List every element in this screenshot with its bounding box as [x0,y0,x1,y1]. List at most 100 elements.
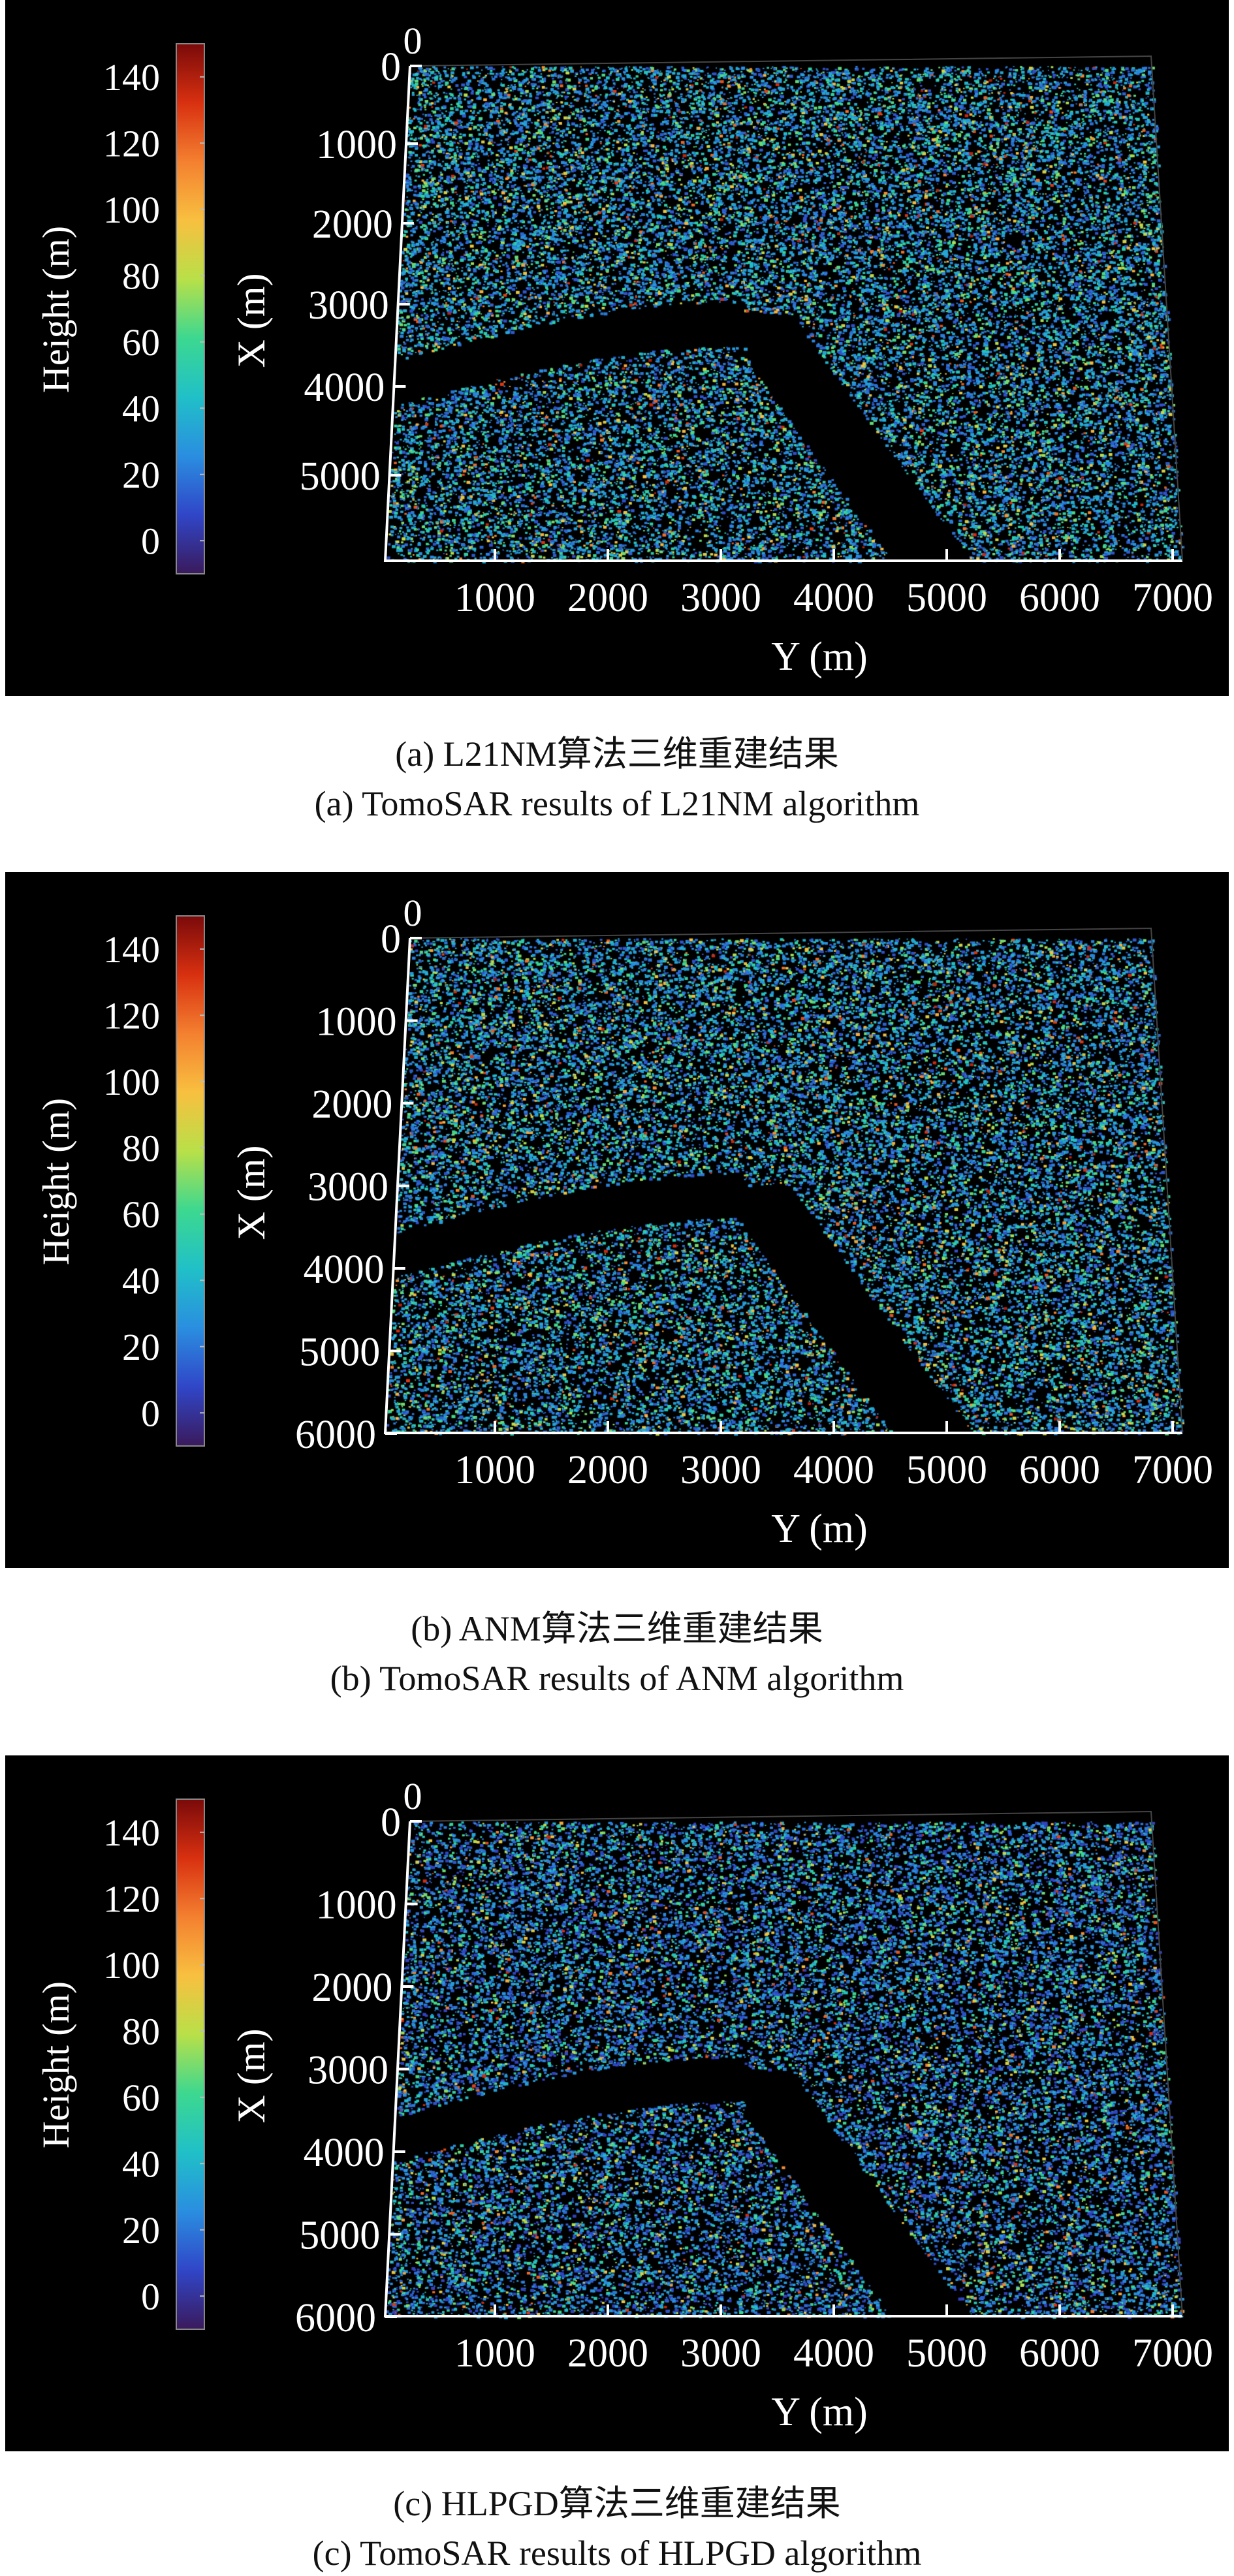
colorbar-tick-label: 60 [122,321,160,364]
figure-panel-c: 0 20 40 60 80 100 120 140 Height (m) 0 1000 2000 300… [5,1755,1229,2451]
x-axis-tick-label: 3000 [308,283,389,328]
x-axis-tick-label: 1000 [316,1883,397,1928]
colorbar-tick-label: 80 [122,2010,160,2052]
axis-frame [383,65,1182,562]
caption-en-b: (b) TomoSAR results of ANM algorithm [330,1659,904,1698]
y-axis-tick-label: 7000 [1132,2331,1213,2376]
x-axis-tick-label: 0 [381,45,401,89]
colorbar [176,43,205,574]
caption-cn-c: (c) HLPGD算法三维重建结果 [393,2484,841,2523]
caption-en-c: (c) TomoSAR results of HLPGD algorithm [312,2534,922,2573]
x-axis-tick-label: 0 [381,917,401,962]
caption-cn-b: (b) ANM算法三维重建结果 [411,1609,823,1648]
caption-cn-a: (a) L21NM算法三维重建结果 [395,734,839,774]
colorbar-tick-label: 60 [122,2077,160,2119]
y-axis-tick-label: 6000 [1019,576,1100,620]
colorbar-tick-label: 140 [103,928,160,971]
colorbar-tick-label: 20 [122,454,160,496]
point-cloud-render [5,1755,1229,2451]
y-axis-tick-label: 1000 [454,1448,535,1492]
colorbar-tick-label: 120 [103,994,160,1037]
colorbar-label: Height (m) [35,1098,77,1265]
top-tick-label: 0 [403,892,422,934]
plot-axes: 0 20 40 60 80 100 120 140 Height (m) 0 1000 2000 300… [35,20,1213,679]
plot-axes: 0 20 40 60 80 100 120 140 Height (m) 0 1000 2000 300… [35,1775,1213,2434]
plot-axes: 0 20 40 60 80 100 120 140 Height (m) 0 1000 2000 300… [35,892,1213,1551]
axis-frame [383,937,1182,1434]
point-cloud-render [5,0,1229,696]
x-axis-tick-label: 3000 [308,1165,388,1210]
y-axis-label: Y (m) [771,2390,868,2434]
y-axis-label: Y (m) [771,635,868,679]
x-axis-tick-label: 2000 [311,1082,392,1127]
colorbar-tick-label: 0 [141,2275,160,2317]
x-axis-tick-label: 3000 [308,2049,388,2093]
x-axis-tick-label: 5000 [299,2214,380,2258]
x-axis-label-text: X (m) [230,1146,273,1240]
y-axis-tick-label: 5000 [906,1448,987,1492]
colorbar-tick-label: 40 [122,2143,160,2185]
colorbar-tick-label: 80 [122,255,160,297]
x-axis-tick-label: 5000 [300,454,381,499]
axis-frame-back [409,927,1183,1434]
x-axis-label: X (m) [230,2029,273,2124]
y-axis-tick-label: 6000 [1019,2331,1100,2376]
x-axis-tick-label: 2000 [311,1966,392,2010]
x-axis-tick-label: 4000 [304,2131,385,2175]
colorbar-tick-label: 140 [103,56,160,99]
x-axis-tick-label: 2000 [312,202,393,247]
top-tick-label: 0 [403,20,422,62]
x-axis-tick-label: 1000 [316,123,397,167]
point-cloud-render [5,872,1229,1568]
colorbar-tick-label: 120 [103,122,160,165]
x-axis-tick-label: 0 [381,1800,401,1845]
x-axis-label-text: X (m) [230,274,273,368]
colorbar-tick-label: 80 [122,1127,160,1169]
colorbar-tick-label: 20 [122,2209,160,2252]
y-axis-tick-label: 2000 [567,2331,648,2376]
x-axis-label: X (m) [230,274,273,368]
y-axis-tick-label: 6000 [1019,1448,1100,1492]
x-axis-tick-label: 4000 [304,1248,385,1292]
y-axis-label: Y (m) [771,1507,868,1551]
figure-panel-a: 0 20 40 60 80 100 120 140 Height (m) 0 1000 2000 300… [5,0,1229,696]
x-axis-label: X (m) [230,1146,273,1240]
x-axis-tick-label: 1000 [316,1000,397,1045]
figure-panel-b: 0 20 40 60 80 100 120 140 Height (m) 0 1000 2000 300… [5,872,1229,1568]
colorbar-tick-label: 0 [141,1392,160,1434]
colorbar-tick-label: 120 [103,1877,160,1920]
colorbar-tick-label: 140 [103,1812,160,1854]
y-axis-tick-label: 7000 [1132,576,1213,620]
y-axis-tick-label: 4000 [793,576,874,620]
colorbar-label: Height (m) [35,226,77,393]
x-axis-label-text: X (m) [230,2029,273,2124]
colorbar [176,1798,205,2330]
colorbar-tick-label: 100 [103,1061,160,1103]
y-axis-tick-label: 3000 [680,2331,761,2376]
y-axis-tick-label: 3000 [680,576,761,620]
colorbar-tick-label: 100 [103,1944,160,1987]
y-axis-tick-label: 1000 [454,576,535,620]
colorbar-tick-label: 40 [122,387,160,430]
colorbar-tick-label: 60 [122,1193,160,1236]
y-axis-tick-label: 7000 [1132,1448,1213,1492]
caption-en-a: (a) TomoSAR results of L21NM algorithm [314,784,920,823]
x-axis-tick-label: 6000 [295,2296,376,2340]
y-axis-tick-label: 2000 [567,576,648,620]
x-axis-tick-label: 6000 [295,1413,376,1457]
colorbar-tick-label: 0 [141,520,160,562]
y-axis-tick-label: 4000 [793,1448,874,1492]
x-axis-tick-label: 4000 [304,366,385,410]
y-axis-tick-label: 5000 [906,2331,987,2376]
axis-frame-back [409,1810,1183,2317]
top-tick-label: 0 [403,1775,422,1817]
colorbar-tick-label: 40 [122,1259,160,1302]
axis-frame [383,1821,1182,2317]
colorbar-tick-label: 20 [122,1326,160,1368]
y-axis-tick-label: 2000 [567,1448,648,1492]
y-axis-tick-label: 4000 [793,2331,874,2376]
axis-frame-back [409,55,1183,561]
colorbar [176,915,205,1447]
y-axis-tick-label: 5000 [906,576,987,620]
x-axis-tick-label: 5000 [299,1330,380,1375]
